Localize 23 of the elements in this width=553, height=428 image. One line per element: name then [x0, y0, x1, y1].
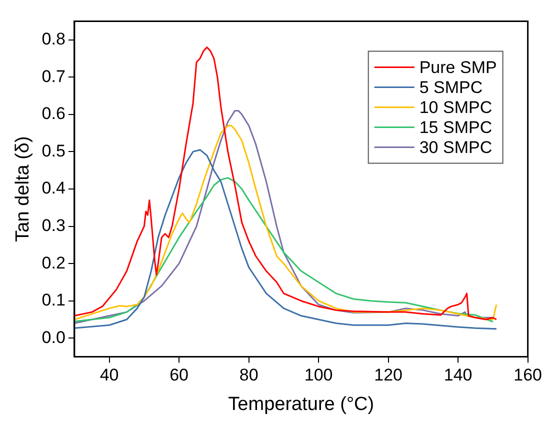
y-tick-label: 0.7	[42, 66, 66, 86]
x-tick-label: 160	[514, 366, 542, 385]
legend-label: 30 SMPC	[419, 138, 492, 157]
legend-label: Pure SMP	[419, 58, 497, 77]
y-tick-label: 0.2	[42, 253, 66, 272]
x-tick-label: 100	[304, 366, 333, 385]
legend-label: 10 SMPC	[419, 98, 492, 117]
x-tick-label: 120	[374, 366, 402, 385]
y-axis-title: Tan delta (δ)	[12, 136, 34, 242]
y-tick-label: 0.3	[42, 216, 66, 235]
legend-label: 5 SMPC	[419, 78, 483, 97]
y-tick-label: 0.5	[42, 141, 66, 160]
x-tick-label: 140	[444, 366, 472, 385]
x-axis-title: Temperature (°C)	[228, 394, 374, 415]
x-tick-label: 60	[170, 366, 189, 385]
legend-label: 15 SMPC	[419, 118, 492, 137]
y-tick-label: 0.8	[42, 30, 66, 49]
x-tick-label: 80	[239, 366, 258, 385]
y-tick-label: 0.6	[42, 104, 66, 124]
y-tick-label: 0.1	[42, 290, 66, 310]
y-tick-label: 0.4	[42, 178, 66, 198]
y-tick-label: 0.0	[42, 328, 66, 347]
x-tick-label: 40	[100, 366, 119, 385]
